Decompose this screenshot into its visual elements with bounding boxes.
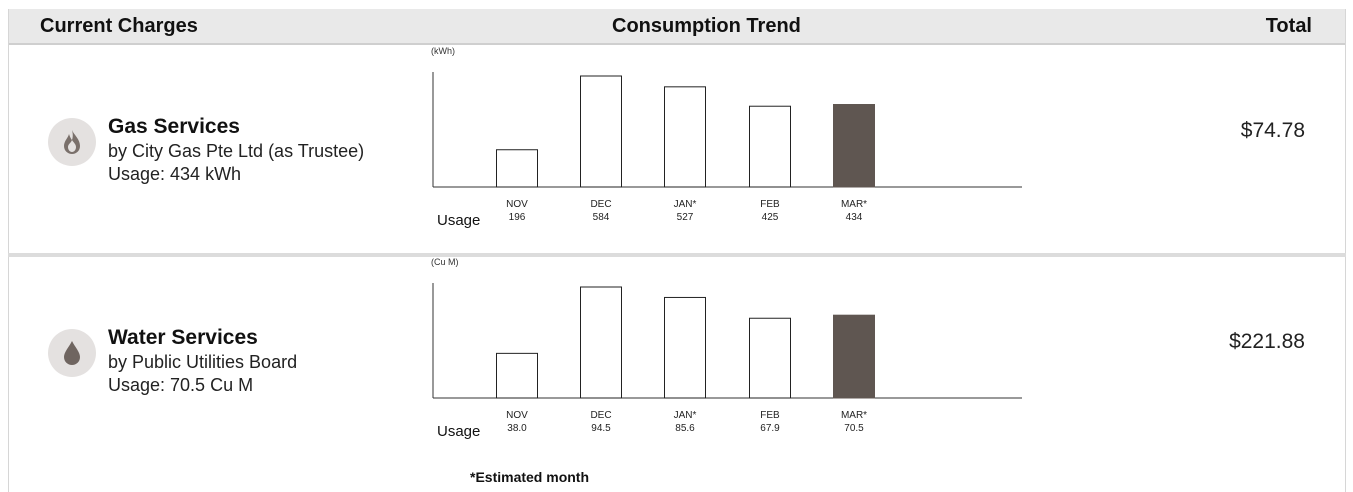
table-border-right: [1345, 9, 1346, 492]
total-heading: Total: [1265, 15, 1312, 37]
usage-value-label: 38.0: [507, 423, 527, 434]
water-drop-icon: [48, 329, 96, 377]
water-chart-svg: [432, 283, 1022, 399]
water-unit-label: (Cu M): [431, 257, 459, 267]
month-label: NOV: [506, 410, 528, 421]
usage-value-label: 527: [676, 212, 694, 223]
gas-chart-svg: [432, 72, 1022, 188]
usage-value-label: 67.9: [760, 423, 780, 434]
month-label: MAR*: [840, 410, 868, 421]
water-bar-dec: [580, 286, 622, 399]
gas-usage-row-label: Usage: [437, 212, 481, 229]
gas-total: $74.78: [1240, 119, 1305, 142]
water-usage-row-label: Usage: [437, 423, 481, 440]
gas-bar-mar: [833, 104, 875, 188]
table-border-left: [8, 9, 9, 492]
usage-value-label: 196: [508, 212, 526, 223]
row-divider: [8, 253, 1346, 257]
consumption-trend-heading: Consumption Trend: [612, 15, 801, 37]
water-bar-mar: [833, 314, 875, 399]
gas-bar-dec: [580, 75, 622, 188]
usage-value-label: 584: [592, 212, 610, 223]
gas-usage: Usage: 434 kWh: [108, 164, 242, 184]
gas-service-title: Gas Services: [108, 115, 240, 138]
month-label: JAN*: [673, 199, 697, 210]
water-bar-nov: [496, 352, 538, 399]
water-provider: by Public Utilities Board: [108, 352, 298, 372]
current-charges-heading: Current Charges: [40, 15, 198, 37]
usage-value-label: 94.5: [591, 423, 611, 434]
usage-value-label: 434: [845, 212, 863, 223]
water-service-title: Water Services: [108, 326, 258, 349]
estimated-month-footnote: *Estimated month: [470, 469, 590, 485]
gas-bar-nov: [496, 149, 538, 188]
usage-value-label: 85.6: [675, 423, 695, 434]
water-bar-jan: [664, 296, 706, 399]
water-usage: Usage: 70.5 Cu M: [108, 375, 254, 395]
month-label: FEB: [760, 199, 780, 210]
water-consumption-chart: (Cu M) Usage NOV 38.0 DEC 94.5 JAN* 85.6 FEB 67…: [425, 257, 1035, 457]
gas-provider: by City Gas Pte Ltd (as Trustee): [108, 141, 365, 161]
month-label: DEC: [590, 410, 612, 421]
month-label: DEC: [590, 199, 612, 210]
usage-value-label: 70.5: [844, 423, 864, 434]
usage-value-label: 425: [761, 212, 779, 223]
water-bar-feb: [749, 317, 791, 399]
gas-unit-label: (kWh): [431, 46, 455, 56]
gas-bar-jan: [664, 86, 706, 188]
gas-bar-feb: [749, 105, 791, 188]
table-header: Current Charges Consumption Trend Total: [8, 9, 1346, 45]
gas-consumption-chart: (kWh) Usage NOV 196 DEC 584 JAN* 527 FEB 425 MAR…: [425, 46, 1035, 246]
month-label: JAN*: [673, 410, 697, 421]
month-label: FEB: [760, 410, 780, 421]
month-label: NOV: [506, 199, 528, 210]
water-total: $221.88: [1229, 330, 1305, 353]
flame-icon: [48, 118, 96, 166]
month-label: MAR*: [840, 199, 868, 210]
